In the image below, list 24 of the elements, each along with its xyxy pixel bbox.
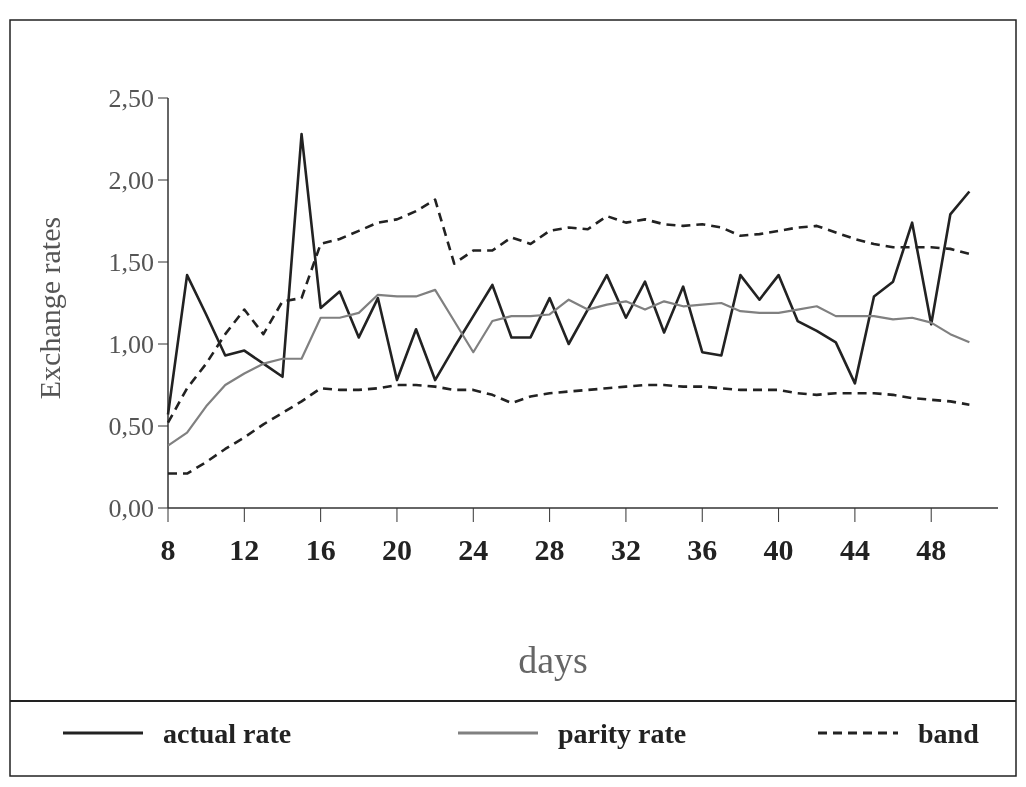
y-tick-label: 2,00 [108, 166, 154, 196]
x-tick-label: 48 [916, 533, 947, 566]
legend-label: parity rate [558, 717, 687, 749]
y-tick-label: 2,50 [108, 84, 154, 114]
line-series [166, 288, 971, 447]
x-tick-label: 24 [458, 533, 489, 566]
x-tick-label: 8 [160, 533, 176, 566]
x-tick-label: 16 [305, 533, 336, 566]
x-tick-label: 40 [763, 533, 794, 566]
x-tick-label: 36 [687, 533, 718, 566]
y-tick-label: 0,00 [108, 494, 154, 524]
x-tick-label: 44 [839, 533, 870, 566]
x-tick-label: 12 [229, 533, 260, 566]
y-axis-title: Exchange rates [33, 216, 66, 400]
x-axis-title: days [518, 639, 588, 681]
legend-label: actual rate [163, 717, 292, 749]
y-tick-label: 1,00 [108, 330, 154, 360]
y-tick-label: 1,50 [108, 248, 154, 278]
x-tick-label: 20 [381, 533, 412, 566]
x-tick-label: 32 [610, 533, 641, 566]
x-tick-label: 28 [534, 533, 565, 566]
y-tick-label: 0,50 [108, 412, 154, 442]
legend-label: band [918, 717, 980, 749]
line-series [166, 383, 971, 475]
